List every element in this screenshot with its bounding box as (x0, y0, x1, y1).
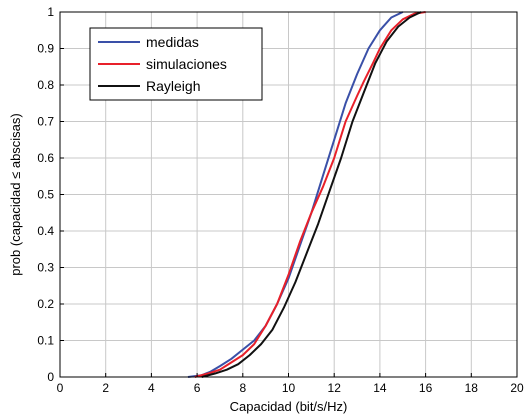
y-axis-label: prob (capacidad ≤ abscisas) (8, 113, 23, 276)
y-axis: 0 0.1 0.2 0.3 0.4 0.5 0.6 0.7 0.8 0.9 1 (37, 5, 64, 384)
x-tick-label: 6 (194, 381, 201, 395)
x-tick-label: 18 (465, 381, 479, 395)
y-tick-label: 0 (47, 370, 54, 384)
x-tick-label: 8 (239, 381, 246, 395)
grid-lines (60, 12, 517, 377)
x-tick-label: 4 (148, 381, 155, 395)
x-tick-label: 20 (510, 381, 524, 395)
y-tick-label: 1 (47, 5, 54, 19)
x-axis: 0 2 4 6 8 10 12 14 16 18 20 (57, 373, 524, 395)
y-tick-label: 0.9 (37, 42, 54, 56)
series-line-rayleigh (201, 11, 422, 378)
y-tick-label: 0.4 (37, 224, 54, 238)
y-tick-label: 0.6 (37, 151, 54, 165)
x-tick-label: 10 (282, 381, 296, 395)
y-tick-label: 0.2 (37, 297, 54, 311)
y-tick-label: 0.7 (37, 115, 54, 129)
x-tick-label: 14 (373, 381, 387, 395)
y-tick-label: 0.1 (37, 334, 54, 348)
x-tick-label: 2 (102, 381, 109, 395)
y-tick-label: 0.8 (37, 78, 54, 92)
x-axis-label: Capacidad (bit/s/Hz) (230, 399, 348, 414)
legend: medidas simulaciones Rayleigh (89, 27, 263, 101)
legend-label-rayleigh: Rayleigh (146, 78, 200, 94)
x-tick-label: 16 (419, 381, 433, 395)
legend-label-medidas: medidas (146, 34, 199, 50)
legend-label-simulaciones: simulaciones (146, 56, 227, 72)
series-line-medidas (187, 11, 404, 378)
y-tick-label: 0.5 (37, 188, 54, 202)
x-tick-label: 12 (328, 381, 342, 395)
series-layer (187, 11, 426, 378)
series-line-simulaciones (194, 11, 426, 378)
y-tick-label: 0.3 (37, 261, 54, 275)
x-tick-label: 0 (57, 381, 64, 395)
